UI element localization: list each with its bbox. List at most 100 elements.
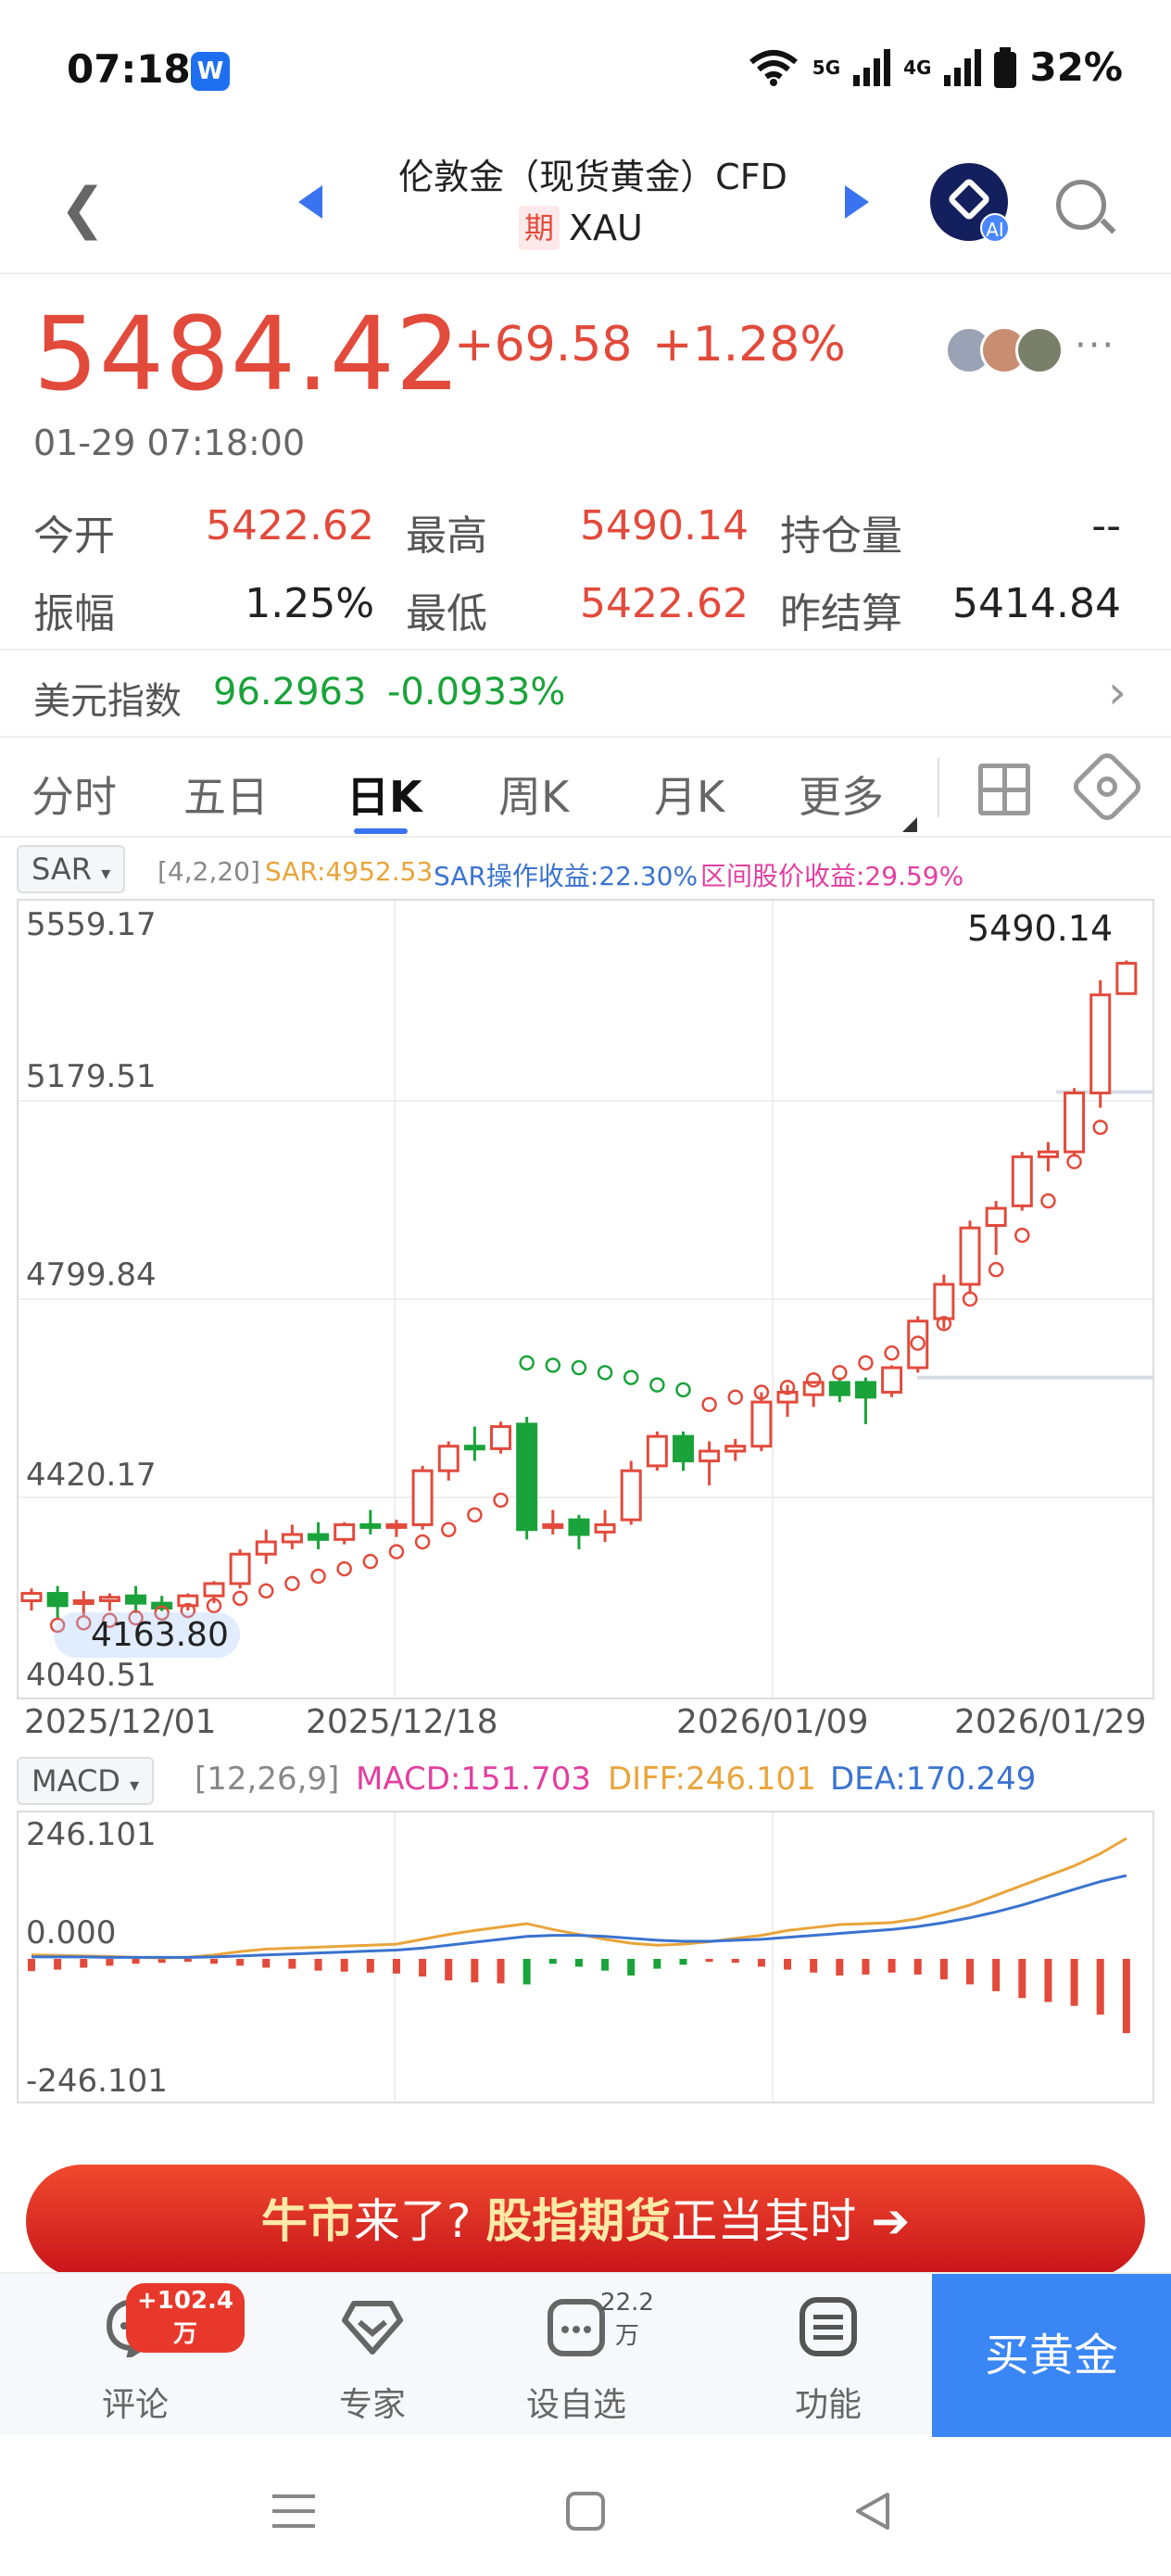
tab-weekly-k[interactable]: 周K (498, 772, 570, 822)
candle-body (437, 1445, 460, 1472)
macd-bar (209, 1959, 218, 1964)
sar-dot (414, 1534, 431, 1550)
expert-icon (342, 2301, 403, 2355)
sar-selector[interactable]: SAR ▾ (17, 845, 126, 893)
candle-body (203, 1582, 225, 1597)
candle-body (308, 1533, 330, 1541)
candle-body (281, 1533, 303, 1544)
macd-header: MACD ▾ [12,26,9] MACD:151.703 DIFF:246.1… (0, 1751, 1171, 1807)
macd-bar (236, 1959, 245, 1966)
macd-y-tick-label: 246.101 (26, 1816, 157, 1853)
macd-bar (392, 1959, 400, 1974)
divider (938, 758, 939, 817)
expert-button[interactable]: 专家 (289, 2274, 456, 2437)
tab-monthly-k[interactable]: 月K (654, 772, 725, 822)
candle-body (594, 1522, 616, 1534)
dea-line (31, 1874, 1127, 1959)
macd-bar (262, 1959, 271, 1968)
macd-bar (497, 1959, 505, 1984)
candle-body (724, 1445, 747, 1453)
bottom-toolbar: +102.4万 评论 专家 22.2万 设自选 功能 买黄金 (0, 2272, 1171, 2437)
candle-body (854, 1381, 876, 1399)
macd-bar (1044, 1959, 1052, 2002)
search-icon[interactable] (1056, 180, 1106, 230)
macd-bar (419, 1959, 427, 1977)
sar-dot (206, 1597, 222, 1614)
candle-body (411, 1469, 434, 1526)
sar-dot (988, 1261, 1004, 1278)
kline-chart[interactable] (17, 899, 1154, 1699)
sar-value: SAR:4952.53 (265, 856, 434, 887)
sar-dot (962, 1291, 978, 1307)
chevron-right-icon: › (1108, 665, 1127, 719)
sar-dot (675, 1382, 691, 1398)
macd-bar (366, 1959, 374, 1973)
menu-icon[interactable] (272, 2493, 315, 2530)
macd-bar (966, 1959, 975, 1985)
prev-arrow-icon[interactable] (298, 185, 322, 219)
candle-body (802, 1381, 825, 1396)
next-arrow-icon[interactable] (845, 185, 869, 219)
macd-bar (705, 1959, 713, 1963)
current-price: 5484.42 (33, 295, 461, 413)
min-price-value: 4163.80 (91, 1616, 229, 1654)
function-menu-icon (800, 2297, 857, 2356)
function-label: 功能 (794, 2386, 862, 2424)
tab-five-day[interactable]: 五日 (183, 772, 269, 822)
sar-dot (76, 1615, 92, 1631)
dollar-index-row[interactable]: 美元指数 96.2963 -0.0933% › (0, 649, 1171, 738)
macd-bar (523, 1959, 531, 1985)
ai-assistant-button[interactable]: AI (930, 163, 1010, 243)
macd-bar (80, 1959, 88, 1968)
macd-bar (1070, 1959, 1078, 2006)
macd-bar (340, 1959, 348, 1972)
candle-body (125, 1594, 147, 1605)
layout-grid-icon[interactable] (978, 764, 1030, 815)
sar-dot (1040, 1193, 1056, 1209)
candle-body (463, 1445, 485, 1451)
tab-more[interactable]: 更多 (799, 772, 884, 822)
candle-body (646, 1434, 668, 1468)
sar-dot (753, 1384, 770, 1400)
back-icon[interactable]: ❮ (59, 176, 107, 241)
range-return: 区间股价收益:29.59% (700, 861, 964, 891)
macd-bar (836, 1959, 844, 1976)
macd-selector-label: MACD (31, 1763, 120, 1799)
code-label: XAU (569, 208, 643, 248)
sar-return: SAR操作收益:22.30% (434, 861, 699, 891)
sar-dot (493, 1492, 509, 1509)
candle-body (933, 1282, 955, 1320)
sar-dot (805, 1372, 822, 1388)
community-avatars[interactable] (945, 326, 1064, 374)
candle-body (828, 1381, 850, 1396)
sar-dot (467, 1507, 483, 1523)
home-icon[interactable] (565, 2491, 606, 2532)
dollar-index-change: -0.0933% (387, 671, 566, 713)
x-tick-label: 2025/12/01 (24, 1703, 217, 1741)
comment-button[interactable]: +102.4万 评论 (52, 2274, 246, 2437)
macd-chart[interactable] (17, 1811, 1154, 2103)
sar-dot (623, 1370, 639, 1385)
add-watchlist-icon (548, 2299, 605, 2356)
app-notification-icon: W (191, 52, 230, 91)
stat-label-oi: 持仓量 (780, 512, 902, 560)
buy-gold-button[interactable]: 买黄金 (932, 2274, 1171, 2437)
tab-intraday[interactable]: 分时 (31, 772, 117, 822)
price-change: +69.58 (454, 317, 633, 373)
candle-body (699, 1449, 721, 1463)
status-right: 5G 4G 32% (748, 44, 1123, 90)
tab-daily-k[interactable]: 日K (346, 772, 422, 822)
back-nav-icon[interactable] (854, 2491, 891, 2532)
add-watchlist-button[interactable]: 22.2万 设自选 (493, 2274, 660, 2437)
promo-banner[interactable]: 牛市来了? 股指期货正当其时 ➔ (26, 2165, 1145, 2278)
sar-dot (858, 1355, 874, 1370)
page-title: 伦敦金（现货黄金）CFD (398, 157, 787, 197)
system-nav-bar (0, 2437, 1171, 2576)
candle-body (1064, 1092, 1086, 1154)
macd-bar (862, 1959, 870, 1975)
function-button[interactable]: 功能 (745, 2274, 912, 2437)
macd-selector[interactable]: MACD ▾ (17, 1757, 155, 1805)
sar-dot (832, 1365, 848, 1381)
more-icon[interactable]: ··· (1075, 324, 1116, 367)
